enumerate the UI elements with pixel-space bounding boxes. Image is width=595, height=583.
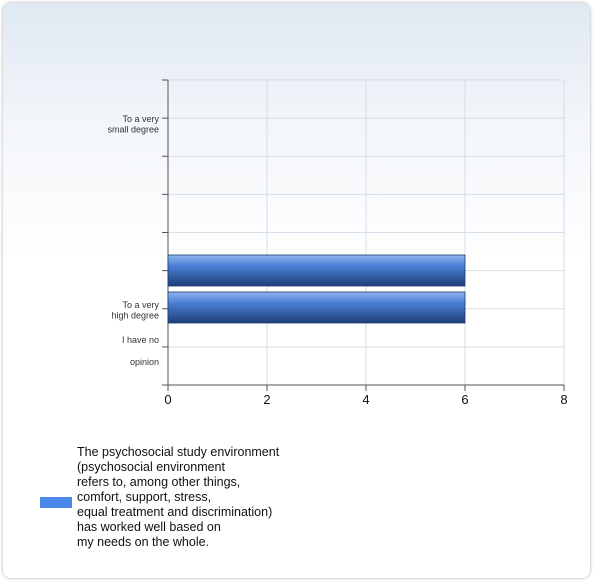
y-tick-label: I have no xyxy=(122,335,159,345)
x-tick-label: 6 xyxy=(461,392,468,407)
bar xyxy=(167,291,466,324)
bars xyxy=(167,254,466,324)
axes xyxy=(162,79,565,391)
y-tick-label: To a very high degree xyxy=(111,300,159,321)
chart-panel xyxy=(3,3,590,578)
x-tick-label: 2 xyxy=(263,392,270,407)
y-tick-label: To a very small degree xyxy=(107,114,159,135)
legend-series-label: The psychosocial study environment (psyc… xyxy=(77,445,280,549)
tick-labels: 0 2 4 6 8 To a very small degree To a very high … xyxy=(107,114,567,407)
bar xyxy=(167,254,466,287)
legend: The psychosocial study environment (psyc… xyxy=(40,443,340,563)
y-tick-label: opinion xyxy=(130,357,159,367)
grid xyxy=(167,79,565,386)
x-tick-label: 8 xyxy=(560,392,567,407)
x-tick-label: 0 xyxy=(164,392,171,407)
legend-swatch xyxy=(40,497,72,508)
x-tick-label: 4 xyxy=(362,392,369,407)
